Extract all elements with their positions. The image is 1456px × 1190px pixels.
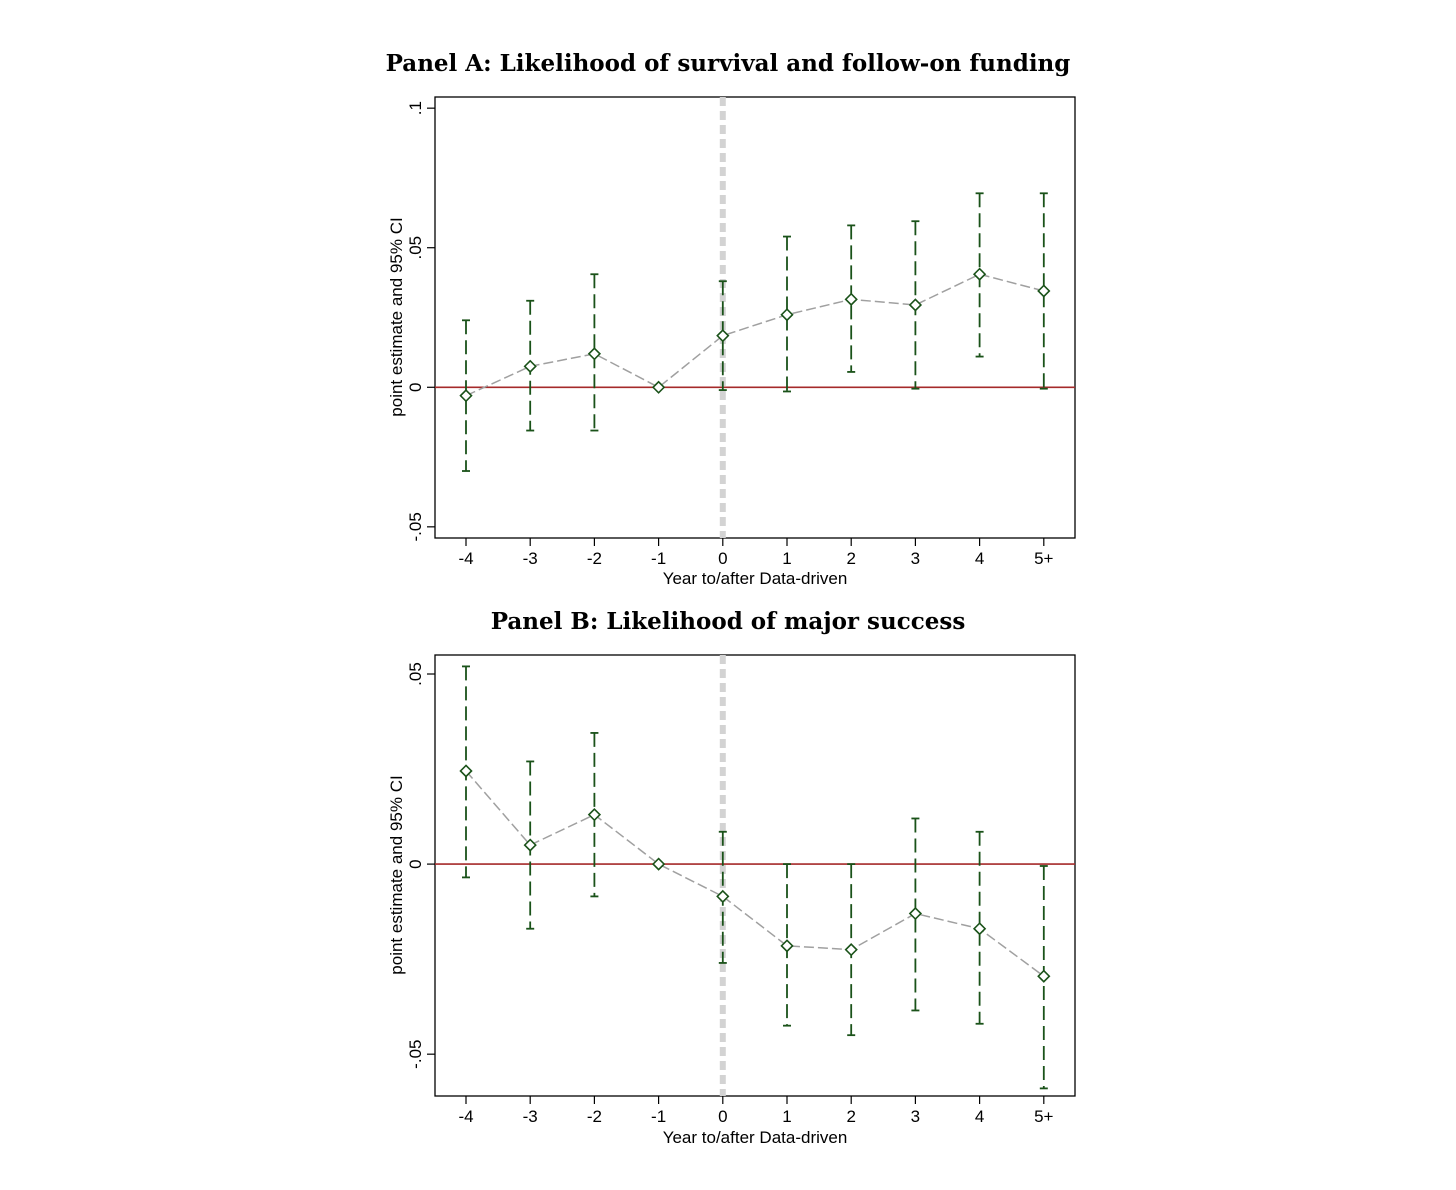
panel-b-marks: -.05 0 .05 -4 -3 -2 -1 0 1 2 3 4 5+	[406, 655, 1075, 1126]
panel-b-estimate-line	[465, 770, 1045, 977]
panel-a-x-tick-label: 1	[782, 549, 791, 568]
panel-a-marks: -.05 0 .05 .1 -4 -3 -2 -1 0 1 2 3 4 5+	[406, 97, 1075, 568]
panel-b-estimate-point	[844, 943, 858, 957]
panel-b-y-tick-label: .05	[406, 662, 425, 686]
panel-b-x-tick-label: 0	[718, 1107, 727, 1126]
panel-b-y-tick-label: 0	[406, 859, 425, 868]
panel-b-x-tick-label: 2	[846, 1107, 855, 1126]
panel-a-estimate-point	[972, 267, 987, 281]
panel-b-x-tick-label: 4	[975, 1107, 984, 1126]
panel-b-estimate-point	[459, 764, 473, 778]
panel-a-y-tick-label: -.05	[406, 512, 425, 541]
panel-a-x-tick-label: 5+	[1034, 549, 1053, 568]
panel-b-x-tick-label: 3	[911, 1107, 920, 1126]
panel-a-x-tick-label: -4	[458, 549, 473, 568]
panel-b-estimate-point	[651, 857, 666, 871]
panel-b-estimate-point	[1037, 969, 1051, 983]
panel-b-estimate-point	[716, 889, 730, 904]
panel-b-y-axis-label: point estimate and 95% CI	[387, 775, 406, 974]
panel-a-estimate-point	[780, 308, 794, 322]
panel-b-estimate-point	[780, 939, 794, 953]
panel-a-estimate-line	[465, 273, 1044, 397]
panel-b-x-tick-label: -1	[651, 1107, 666, 1126]
panel-b-plot-frame	[434, 654, 1076, 1097]
panel-a-estimate-point	[651, 380, 666, 394]
panel-a-estimate-point	[523, 359, 537, 373]
panel-a-x-axis-label: Year to/after Data-driven	[663, 569, 848, 588]
panel-a-estimate-point	[716, 329, 730, 343]
panel-a: Panel A: Likelihood of survival and foll…	[386, 50, 1076, 588]
panel-a-x-tick-label: -1	[651, 549, 666, 568]
panel-b-x-tick-label: -2	[587, 1107, 602, 1126]
panel-b-x-tick-label: 5+	[1034, 1107, 1053, 1126]
panel-b-y-tick-label: -.05	[406, 1040, 425, 1069]
panel-b-x-tick-label: -3	[523, 1107, 538, 1126]
panel-b-estimate-point	[587, 808, 602, 822]
panel-a-x-tick-label: 3	[911, 549, 920, 568]
panel-b-x-axis-label: Year to/after Data-driven	[663, 1128, 848, 1147]
panel-a-x-tick-label: 0	[718, 549, 727, 568]
panel-a-estimate-point	[1037, 284, 1051, 298]
panel-a-x-tick-label: 4	[975, 549, 984, 568]
panel-a-y-axis-label: point estimate and 95% CI	[387, 217, 406, 416]
panel-b-x-tick-label: -4	[458, 1107, 473, 1126]
panel-b-estimate-point	[523, 838, 537, 852]
panel-b-estimate-point	[908, 906, 923, 921]
panel-a-title: Panel A: Likelihood of survival and foll…	[386, 50, 1071, 77]
panel-b-title: Panel B: Likelihood of major success	[491, 608, 966, 635]
panel-a-y-tick-label: .1	[406, 101, 425, 115]
panel-a-estimate-point	[459, 389, 473, 403]
panel-a-y-tick-label: .05	[406, 236, 425, 260]
panel-a-x-tick-label: -2	[587, 549, 602, 568]
panel-a-estimate-point	[908, 298, 923, 312]
panel-a-estimate-point	[587, 347, 602, 361]
panel-a-plot-frame	[434, 96, 1076, 539]
panel-b: Panel B: Likelihood of major success Yea…	[387, 608, 1076, 1147]
panel-b-x-tick-label: 1	[782, 1107, 791, 1126]
panel-a-x-tick-label: -3	[523, 549, 538, 568]
panel-b-estimate-point	[972, 922, 987, 936]
panel-a-x-tick-label: 2	[846, 549, 855, 568]
panel-a-estimate-point	[844, 292, 858, 306]
panel-a-y-tick-label: 0	[406, 383, 425, 392]
